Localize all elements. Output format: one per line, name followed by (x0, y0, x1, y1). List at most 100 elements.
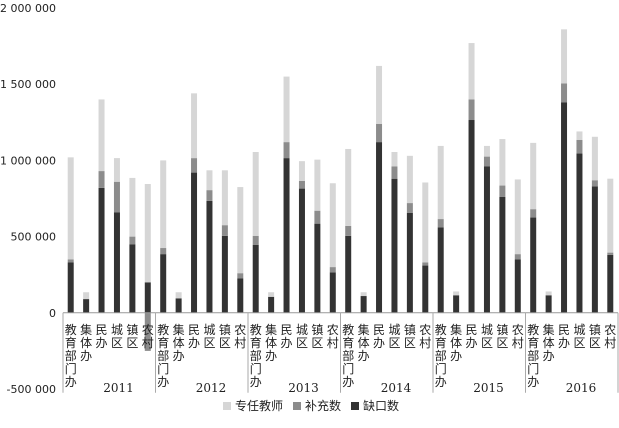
bar-segment (221, 170, 228, 226)
bar-segment (576, 139, 583, 154)
category-label: 体 (173, 336, 185, 350)
bar-segment (113, 158, 120, 182)
bar-segment (67, 262, 74, 313)
y-tick-label: 2 000 000 (0, 2, 56, 15)
bar-segment (468, 99, 475, 121)
bar-segment (483, 166, 490, 313)
category-label: 镇 (404, 323, 416, 337)
bar-segment (422, 262, 429, 266)
bar-segment (83, 292, 90, 300)
bar-segment (514, 259, 521, 313)
bar-segment (191, 158, 198, 173)
category-label: 办 (157, 374, 169, 389)
bar-segment (453, 295, 460, 313)
category-label: 民 (96, 323, 108, 337)
category-label: 城 (388, 323, 400, 337)
category-label: 办 (373, 335, 385, 350)
category-label: 部 (342, 348, 354, 363)
category-label: 教 (250, 322, 262, 337)
category-label: 集 (450, 322, 462, 337)
bar-segment (499, 139, 506, 186)
category-label: 育 (157, 335, 169, 350)
legend-swatch (293, 402, 301, 410)
category-label: 镇 (311, 323, 323, 337)
category-label: 门 (435, 361, 447, 376)
category-label: 集 (80, 322, 92, 337)
category-label: 办 (96, 335, 108, 350)
bar-segment (98, 99, 105, 172)
category-label: 教 (527, 322, 539, 337)
category-label: 办 (250, 374, 262, 389)
y-tick-label: 1 500 000 (0, 78, 56, 91)
legend-label: 缺口数 (363, 398, 399, 413)
bar-segment (268, 292, 275, 297)
category-label: 体 (265, 336, 277, 350)
bar-segment (406, 155, 413, 204)
bar-segment (144, 312, 151, 351)
bar-segment (468, 43, 475, 100)
bar-segment (98, 187, 105, 313)
bar-segment (453, 291, 460, 296)
bar-segment (67, 259, 74, 263)
bars (67, 29, 614, 351)
bar-segment (129, 244, 136, 313)
category-label: 区 (404, 336, 416, 350)
bar-segment (283, 158, 290, 313)
bar-segment (607, 178, 614, 253)
category-label: 集 (173, 322, 185, 337)
bar-segment (191, 93, 198, 159)
category-label: 区 (589, 336, 601, 350)
category-label: 农 (512, 323, 524, 337)
bar-segment (237, 187, 244, 274)
category-label: 门 (250, 361, 262, 376)
bar-segment (206, 190, 213, 201)
year-label: 2014 (381, 381, 412, 395)
bar-segment (391, 166, 398, 179)
category-label: 区 (388, 336, 400, 350)
bar-segment (329, 272, 336, 313)
bar-segment (221, 225, 228, 236)
category-label: 农 (234, 323, 246, 337)
bar-segment (175, 292, 182, 299)
year-label: 2015 (473, 381, 504, 395)
bar-segment (175, 298, 182, 313)
bar-segment (360, 292, 367, 297)
category-label: 办 (527, 374, 539, 389)
bar-segment (422, 182, 429, 263)
bar-segment (561, 29, 568, 84)
bar-segment (530, 217, 537, 313)
category-label: 城 (296, 323, 308, 337)
bar-segment (345, 235, 352, 313)
category-label: 区 (203, 336, 215, 350)
bar-segment (129, 236, 136, 245)
bar-segment (422, 265, 429, 313)
bar-segment (530, 209, 537, 218)
y-tick-label: -500 000 (7, 383, 56, 396)
category-label: 城 (203, 323, 215, 337)
year-label: 2012 (196, 381, 227, 395)
bar-segment (113, 181, 120, 213)
bar-segment (252, 235, 259, 245)
category-label: 教 (157, 322, 169, 337)
category-label: 办 (358, 348, 370, 363)
category-label: 教 (435, 322, 447, 337)
category-label: 体 (450, 336, 462, 350)
category-label: 部 (527, 348, 539, 363)
category-label: 办 (281, 335, 293, 350)
bar-segment (514, 254, 521, 260)
bar-segment (514, 179, 521, 255)
category-label: 办 (466, 335, 478, 350)
category-label: 办 (435, 374, 447, 389)
legend-swatch (223, 402, 231, 410)
bar-segment (345, 148, 352, 226)
bar-segment (360, 296, 367, 313)
category-label: 民 (466, 323, 478, 337)
bar-segment (67, 157, 74, 260)
category-label: 育 (65, 335, 77, 350)
category-label: 办 (558, 335, 570, 350)
bar-segment (298, 188, 305, 313)
bar-segment (576, 131, 583, 140)
bar-segment (345, 225, 352, 236)
bar-segment (221, 235, 228, 313)
category-label: 办 (342, 374, 354, 389)
